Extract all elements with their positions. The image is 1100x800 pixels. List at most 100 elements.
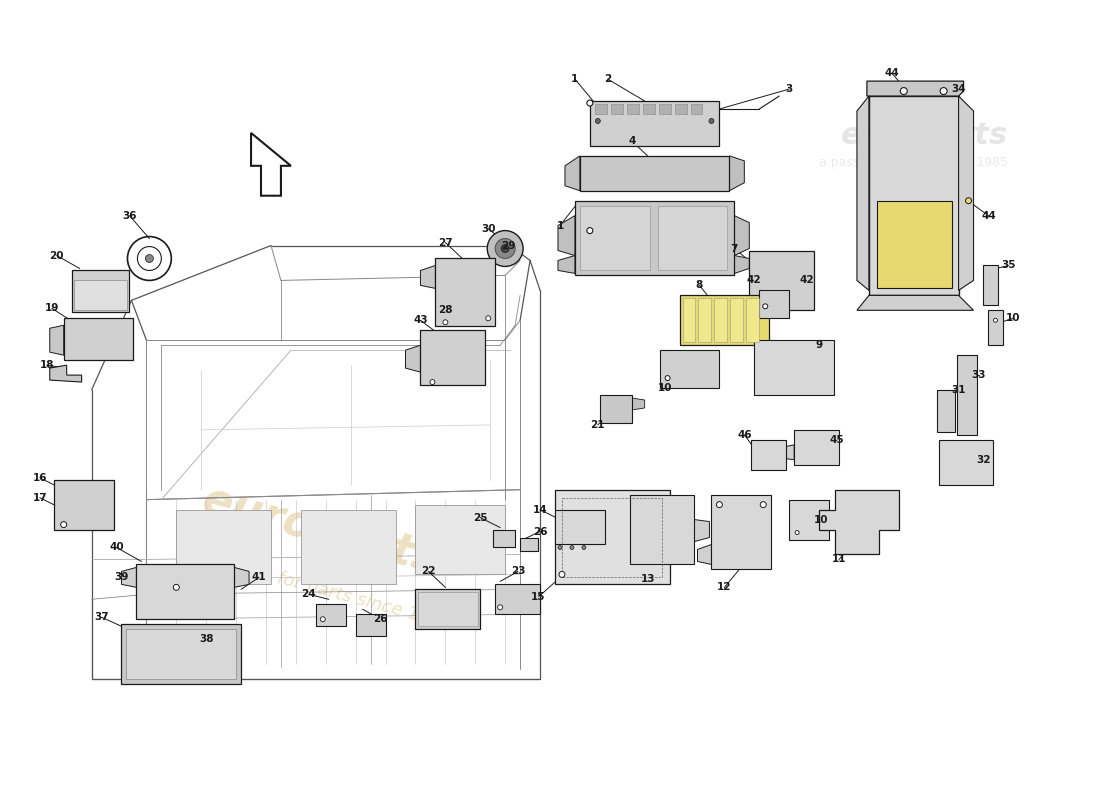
Polygon shape: [631, 398, 645, 410]
Text: 7: 7: [730, 243, 738, 254]
Text: a passion for parts since 1985: a passion for parts since 1985: [187, 546, 454, 634]
Text: 10: 10: [814, 514, 828, 525]
Text: 43: 43: [414, 315, 428, 326]
Text: euroParts: euroParts: [198, 478, 444, 582]
Circle shape: [497, 605, 503, 610]
Text: 25: 25: [473, 513, 487, 522]
Bar: [627, 104, 639, 114]
Bar: [64, 318, 133, 360]
Bar: [674, 104, 686, 114]
Bar: [629, 494, 694, 565]
Bar: [659, 104, 671, 114]
Bar: [520, 538, 538, 551]
Circle shape: [558, 546, 562, 550]
Text: 32: 32: [976, 454, 991, 465]
Bar: [938, 440, 993, 485]
Text: 35: 35: [1001, 261, 1015, 270]
Circle shape: [940, 87, 947, 94]
Polygon shape: [406, 345, 420, 372]
Circle shape: [716, 502, 723, 508]
Bar: [712, 494, 771, 570]
Polygon shape: [857, 295, 974, 310]
Text: euroParts: euroParts: [842, 121, 1009, 150]
Text: 22: 22: [421, 566, 436, 577]
Circle shape: [495, 238, 515, 258]
Text: 4: 4: [628, 136, 636, 146]
Bar: [316, 604, 345, 626]
Circle shape: [443, 320, 448, 325]
Bar: [355, 614, 386, 636]
Bar: [580, 206, 650, 270]
Circle shape: [320, 617, 326, 622]
Polygon shape: [729, 156, 745, 190]
Circle shape: [587, 100, 593, 106]
Text: 28: 28: [438, 306, 452, 315]
Bar: [714, 298, 727, 342]
Bar: [575, 201, 735, 275]
Circle shape: [174, 584, 179, 590]
Bar: [691, 104, 703, 114]
Bar: [937, 390, 955, 432]
Text: 37: 37: [95, 612, 109, 622]
Text: 42: 42: [747, 275, 761, 286]
Bar: [682, 298, 695, 342]
Circle shape: [145, 254, 153, 262]
Text: 1: 1: [571, 74, 579, 84]
Polygon shape: [694, 519, 710, 542]
Text: 8: 8: [696, 280, 703, 290]
Text: 39: 39: [114, 572, 129, 582]
Polygon shape: [121, 567, 136, 587]
Polygon shape: [958, 96, 974, 290]
Bar: [121, 624, 241, 684]
Bar: [493, 530, 515, 547]
Polygon shape: [251, 133, 290, 196]
Polygon shape: [565, 156, 580, 190]
Circle shape: [502, 245, 509, 253]
Text: 26: 26: [532, 526, 548, 537]
Bar: [136, 565, 234, 619]
Bar: [730, 298, 744, 342]
Bar: [600, 395, 631, 423]
Bar: [590, 101, 719, 146]
Text: 12: 12: [717, 582, 732, 592]
Bar: [680, 295, 769, 345]
Text: 17: 17: [33, 493, 47, 502]
Circle shape: [582, 546, 586, 550]
Circle shape: [559, 571, 565, 578]
Polygon shape: [697, 545, 712, 565]
Bar: [54, 480, 113, 530]
Text: 10: 10: [658, 383, 672, 393]
Text: 16: 16: [33, 473, 47, 482]
Bar: [72, 270, 130, 312]
Text: 41: 41: [252, 572, 266, 582]
Bar: [495, 584, 540, 614]
Text: 27: 27: [438, 238, 453, 247]
Text: 15: 15: [531, 592, 546, 602]
Text: 30: 30: [481, 223, 495, 234]
Polygon shape: [779, 445, 794, 460]
Circle shape: [760, 502, 767, 508]
Bar: [749, 250, 814, 310]
Text: 42: 42: [800, 275, 814, 286]
Circle shape: [60, 522, 67, 527]
Text: 9: 9: [815, 340, 823, 350]
Text: 44: 44: [981, 210, 996, 221]
Polygon shape: [615, 519, 629, 545]
Bar: [642, 104, 654, 114]
Bar: [989, 310, 1003, 345]
Text: 34: 34: [952, 84, 966, 94]
Polygon shape: [869, 96, 958, 295]
Circle shape: [993, 318, 998, 322]
Bar: [660, 350, 719, 388]
Polygon shape: [50, 365, 81, 382]
Text: 33: 33: [971, 370, 986, 380]
Bar: [755, 340, 834, 395]
Text: 45: 45: [829, 435, 845, 445]
Text: 31: 31: [952, 385, 966, 395]
Text: 36: 36: [122, 210, 136, 221]
Circle shape: [595, 118, 601, 123]
Circle shape: [708, 118, 714, 123]
Circle shape: [966, 198, 971, 204]
Bar: [789, 500, 829, 539]
Text: 21: 21: [591, 420, 605, 430]
